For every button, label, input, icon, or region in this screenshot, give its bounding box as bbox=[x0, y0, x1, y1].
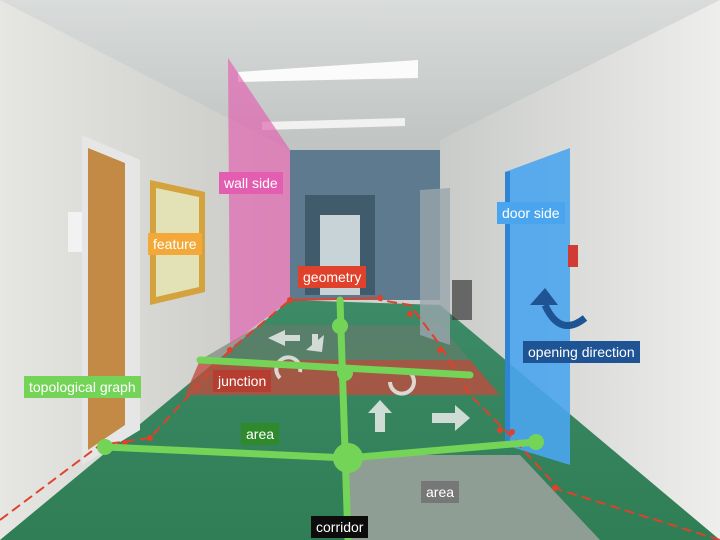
corridor-label: corridor bbox=[311, 516, 369, 538]
wall-side-label: wall side bbox=[219, 172, 283, 194]
door-side-overlay bbox=[505, 148, 570, 465]
geometry-top-line bbox=[289, 297, 381, 301]
right-wall bbox=[440, 0, 720, 540]
left-door bbox=[88, 148, 125, 450]
door-side-label: door side bbox=[497, 202, 565, 224]
opening-direction-arrow bbox=[541, 303, 588, 330]
floor-arrows bbox=[268, 330, 470, 432]
topological-graph bbox=[101, 296, 540, 540]
floor-area-gray bbox=[345, 455, 600, 540]
geometry-line-right bbox=[379, 299, 720, 540]
geometry-label: geometry bbox=[298, 266, 367, 288]
junction-left-half bbox=[200, 325, 470, 360]
feature-label: feature bbox=[148, 233, 202, 255]
glass-booth bbox=[420, 188, 450, 345]
ceiling-light bbox=[238, 60, 418, 82]
topological-graph-label: topological graph bbox=[24, 376, 141, 398]
wall-side-overlay bbox=[228, 58, 290, 345]
area-label-gray: area bbox=[421, 481, 460, 503]
junction-label: junction bbox=[213, 370, 272, 392]
left-wall bbox=[0, 0, 290, 540]
area-label-green: area bbox=[241, 423, 280, 445]
geometry-line-left bbox=[0, 299, 291, 521]
opening-direction-label: opening direction bbox=[523, 341, 640, 363]
